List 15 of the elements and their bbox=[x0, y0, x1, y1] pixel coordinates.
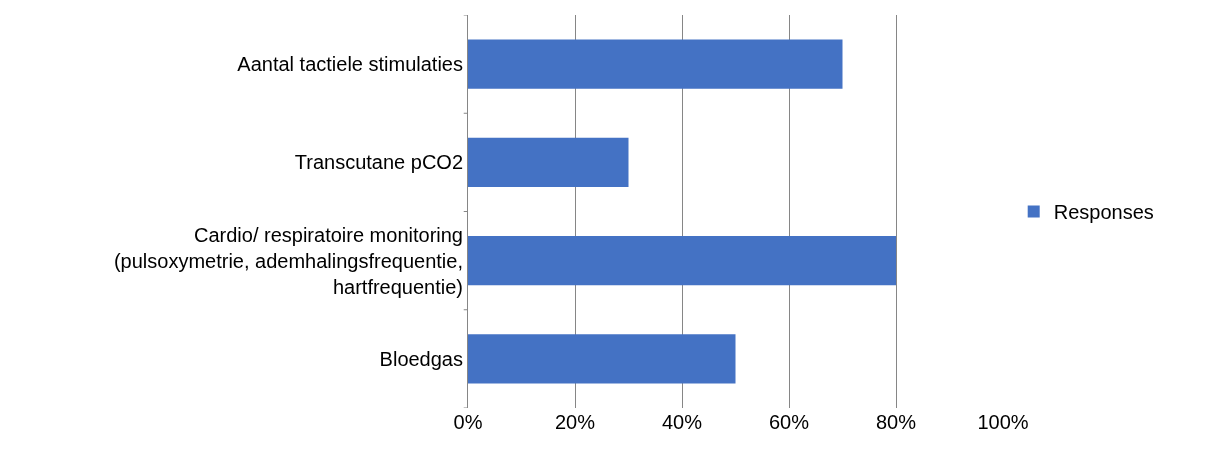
y-tick-label: Aantal tactiele stimulaties bbox=[237, 53, 463, 76]
x-tick-label: 100% bbox=[977, 411, 1029, 433]
x-tick-label: 80% bbox=[875, 411, 917, 433]
bar bbox=[468, 236, 896, 286]
x-tick-label: 0% bbox=[453, 411, 483, 433]
bar bbox=[468, 137, 629, 187]
y-tick-label: Cardio/ respiratoire monitoring (pulsoxymetrie, ademhalingsfrequentie, hartfrequentie) bbox=[113, 223, 463, 298]
y-tick-label: Transcutane pCO2 bbox=[294, 151, 463, 174]
x-tick-label: 40% bbox=[661, 411, 703, 433]
x-tick-label: 20% bbox=[554, 411, 596, 433]
x-tick-label: 60% bbox=[768, 411, 810, 433]
bar bbox=[468, 334, 736, 384]
y-tick-label: Bloedgas bbox=[379, 347, 463, 370]
legend-label: Responses bbox=[1053, 201, 1154, 224]
bar bbox=[468, 39, 843, 89]
